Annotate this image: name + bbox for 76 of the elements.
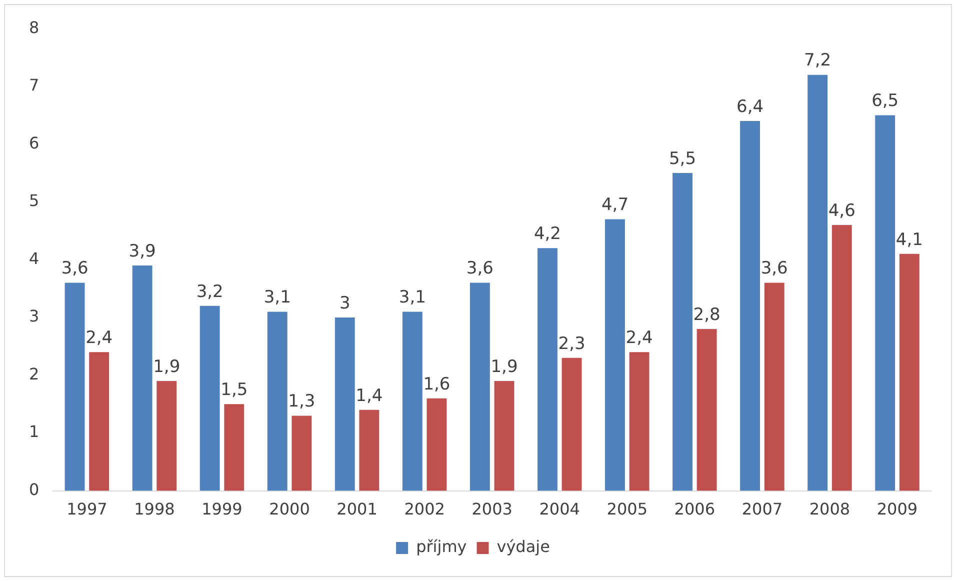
data-label: 2,3 [558,334,586,354]
legend-label: výdaje [496,537,550,556]
bar [224,404,244,491]
legend-label: příjmy [416,537,467,556]
x-tick-label: 2000 [269,500,310,519]
x-tick-label: 2009 [876,500,918,519]
x-tick-label: 2008 [809,500,850,519]
data-label: 2,4 [86,328,113,348]
y-tick-label: 8 [28,18,40,37]
bar [629,352,650,491]
bar [832,225,852,491]
data-label: 4,7 [601,195,629,216]
y-tick-label: 3 [28,306,40,326]
data-label: 1,6 [423,374,450,394]
data-label: 3,6 [61,258,88,279]
bar [156,381,177,491]
bar [470,282,490,491]
y-tick-label: 2 [28,364,40,384]
y-tick-label: 4 [28,248,40,268]
bar [292,416,312,491]
data-label: 3,6 [466,258,494,279]
data-label: 3 [339,293,350,314]
data-label: 1,4 [356,386,383,406]
data-label: 1,9 [153,356,180,377]
bar [740,121,760,491]
bar [899,254,920,491]
data-label: 4,2 [534,224,561,244]
data-label: 1,9 [490,356,518,377]
x-tick-label: 2001 [336,500,378,519]
bar [808,74,828,491]
bar [696,329,717,491]
x-tick-label: 2006 [674,500,716,519]
bar [64,282,85,491]
bar [89,352,110,491]
data-label: 5,5 [668,148,696,169]
data-label: 2,4 [626,328,653,348]
bar [672,173,692,491]
bar [359,410,380,491]
x-tick-label: 2002 [404,500,445,519]
y-tick-label: 1 [28,422,40,442]
x-tick-label: 1997 [66,500,108,519]
x-tick-label: 1998 [134,500,175,519]
bar [426,398,447,491]
data-label: 3,2 [196,282,224,302]
bar [764,282,784,491]
data-label: 2,8 [693,304,720,325]
y-tick-label: 5 [28,191,40,210]
bar [494,381,514,491]
data-label: 4,6 [828,200,856,221]
data-label: 3,6 [760,258,788,279]
y-tick-label: 0 [28,480,40,499]
data-label: 3,1 [398,288,426,308]
bar [875,115,896,491]
bar [200,306,220,491]
bar [402,312,422,491]
x-tick-label: 2005 [606,500,648,519]
bar [562,358,582,491]
data-label: 6,5 [872,91,899,112]
bar [334,317,355,491]
bar [132,265,152,491]
data-label: 4,1 [896,230,923,250]
y-tick-label: 7 [28,76,40,95]
x-tick-label: 1999 [202,500,242,519]
bar [537,248,558,491]
data-label: 1,5 [220,380,248,400]
bar [605,219,625,491]
x-tick-label: 2007 [742,500,783,519]
x-tick-label: 2003 [472,500,512,519]
data-label: 6,4 [736,96,764,117]
bar [267,312,288,491]
data-label: 7,2 [804,50,832,71]
x-tick-label: 2004 [539,500,580,519]
data-label: 3,9 [128,241,156,262]
data-label: 3,1 [264,288,291,308]
y-tick-label: 6 [28,133,40,152]
data-label: 1,3 [288,392,316,412]
